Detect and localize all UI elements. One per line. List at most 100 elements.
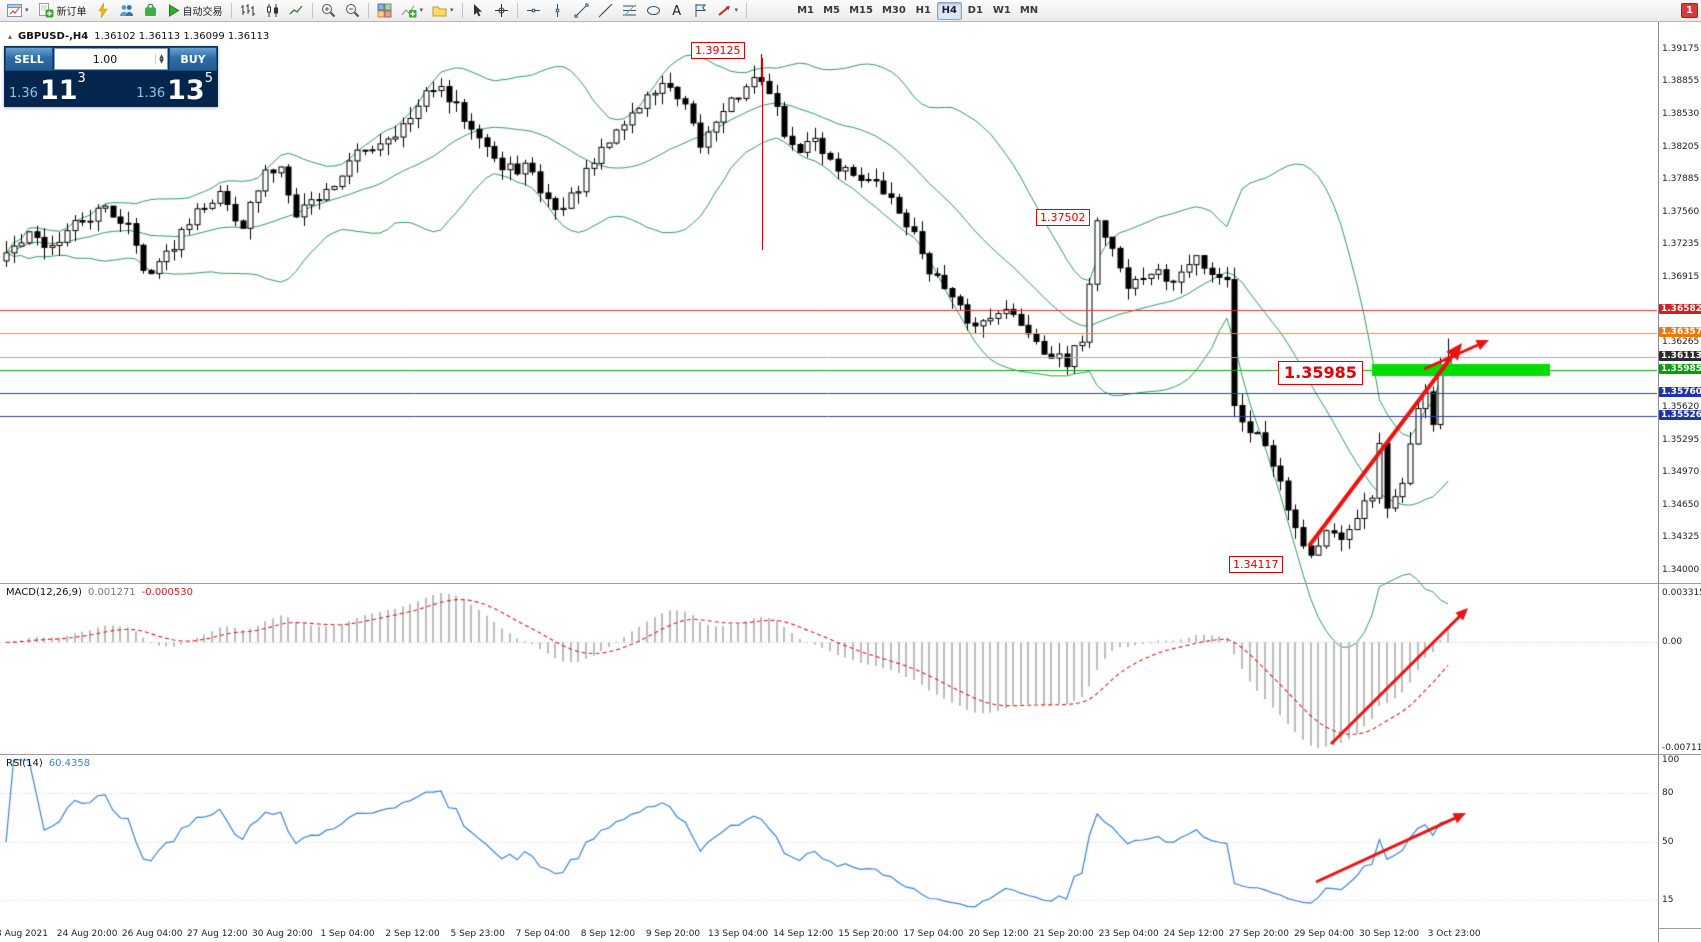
- new-order-label: 新订单: [56, 7, 87, 18]
- horizontal-line-button[interactable]: [522, 1, 545, 21]
- price-axis-label: 1.36265: [1662, 336, 1700, 347]
- timeframe-button-m5[interactable]: M5: [823, 5, 841, 16]
- volume-input[interactable]: 1.00 ▲ ▼: [54, 48, 168, 70]
- bid-price-pipette: 3: [77, 71, 86, 86]
- ask-price-pipette: 5: [204, 71, 213, 86]
- ask-price: 1.36 13 5: [111, 71, 217, 106]
- time-axis-label: 2 Sep 12:00: [385, 929, 440, 939]
- cursor-icon: [474, 4, 483, 17]
- rsi-axis-label: 15: [1662, 895, 1674, 905]
- channel-button[interactable]: [594, 1, 617, 21]
- price-flag[interactable]: 1.35985: [1278, 361, 1363, 385]
- time-axis-label: 5 Sep 23:00: [450, 929, 505, 939]
- price-flag[interactable]: 1.37502: [1036, 209, 1090, 226]
- indicators-button[interactable]: ▾: [397, 1, 428, 21]
- timeframe-button-w1[interactable]: W1: [992, 5, 1011, 16]
- zoom-in-icon: [321, 4, 335, 18]
- trendline-button[interactable]: [570, 1, 593, 21]
- timeframe-button-d1[interactable]: D1: [967, 5, 983, 16]
- chevron-down-icon: ▾: [450, 6, 454, 14]
- price-flag-anchor-line: [762, 58, 763, 250]
- timeframe-button-mn[interactable]: MN: [1019, 5, 1039, 16]
- market-button[interactable]: [139, 1, 162, 21]
- price-axis-label: 1.37560: [1662, 206, 1700, 217]
- timeframe-toolbar: M1 M5 M15 M30 H1 H4 D1 W1 MN: [793, 1, 1042, 20]
- new-chart-button[interactable]: ▾: [3, 1, 33, 21]
- volume-value: 1.00: [92, 52, 118, 66]
- new-order-button[interactable]: 新订单: [34, 1, 91, 21]
- fibonacci-icon: [622, 4, 636, 17]
- tile-windows-button[interactable]: [373, 1, 396, 21]
- chart-candles-button[interactable]: [261, 1, 284, 21]
- fibonacci-button[interactable]: [618, 1, 641, 21]
- templates-icon: [432, 6, 447, 17]
- ellipse-shape-icon: [646, 6, 660, 15]
- crosshair-button[interactable]: [490, 1, 513, 21]
- timeframe-button-h1[interactable]: H1: [915, 5, 931, 16]
- stepper-down-icon[interactable]: ▼: [159, 58, 164, 65]
- price-axis-label: 1.34000: [1662, 565, 1700, 575]
- zoom-out-icon: [345, 4, 359, 18]
- timeframe-button-h4[interactable]: H4: [936, 1, 962, 20]
- rsi-name: RSI(14): [6, 758, 43, 769]
- macd-panel-separator[interactable]: [0, 583, 1701, 584]
- timeframe-button-m15[interactable]: M15: [849, 5, 873, 16]
- price-axis-label: 1.36915: [1662, 271, 1700, 282]
- price-flag[interactable]: 1.34117: [1229, 556, 1283, 573]
- stepper-up-icon[interactable]: ▲: [159, 53, 164, 60]
- bid-price-prefix: 1.36: [9, 86, 38, 101]
- sell-button[interactable]: SELL: [5, 47, 53, 71]
- chart-line-button[interactable]: [285, 1, 308, 21]
- toolbar-separator: [746, 3, 748, 18]
- ask-price-big-digits: 13: [167, 75, 205, 106]
- macd-axis-label: 0.003315: [1662, 588, 1701, 598]
- vertical-line-button[interactable]: [546, 1, 569, 21]
- lightning-icon: [98, 3, 108, 18]
- community-button[interactable]: [115, 1, 138, 21]
- timeframe-button-m1[interactable]: M1: [797, 5, 815, 16]
- arrows-button[interactable]: ▾: [713, 1, 743, 21]
- toolbar-separator: [367, 3, 369, 18]
- price-axis-label: 1.35620: [1662, 401, 1700, 412]
- time-axis-label: 24 Sep 12:00: [1163, 929, 1224, 939]
- zoom-in-button[interactable]: [317, 1, 340, 21]
- rsi-axis-label: 50: [1662, 837, 1674, 848]
- rsi-panel-separator[interactable]: [0, 754, 1701, 755]
- time-axis-label: 30 Aug 20:00: [252, 929, 313, 939]
- label-button[interactable]: [689, 1, 712, 21]
- bid-price: 1.36 11 3: [5, 71, 111, 106]
- price-axis-label: 1.34650: [1662, 499, 1700, 510]
- notification-badge[interactable]: 1: [1681, 3, 1698, 18]
- time-axis-label: 23 Sep 04:00: [1098, 929, 1159, 939]
- channel-icon: [598, 3, 612, 18]
- text-icon: A: [672, 4, 681, 18]
- new-order-icon: [38, 3, 54, 18]
- volume-stepper[interactable]: ▲ ▼: [155, 53, 167, 65]
- rsi-value: 60.4358: [48, 758, 91, 769]
- chart-bars-button[interactable]: [236, 1, 260, 21]
- text-button[interactable]: A: [666, 1, 688, 21]
- price-level-tag: 1.36582: [1659, 304, 1701, 315]
- chevron-down-icon: ▾: [25, 6, 29, 14]
- zoom-out-button[interactable]: [341, 1, 364, 21]
- price-axis[interactable]: 1.39175 1.38855 1.38530 1.38205 1.37885 1.375…: [1658, 22, 1701, 942]
- mql5-button[interactable]: [92, 1, 114, 21]
- templates-button[interactable]: ▾: [428, 1, 458, 21]
- time-axis-label: 26 Aug 04:00: [121, 929, 183, 939]
- toolbar-separator: [461, 3, 463, 18]
- cursor-button[interactable]: [467, 1, 489, 21]
- rsi-header: RSI(14) 60.4358: [6, 758, 90, 769]
- auto-trading-button[interactable]: 自动交易: [163, 1, 227, 21]
- time-axis[interactable]: 3 Aug 2021 24 Aug 20:00 26 Aug 04:00 27 Aug…: [0, 928, 1658, 942]
- shapes-button[interactable]: [642, 1, 665, 21]
- price-flag[interactable]: 1.39125: [691, 42, 745, 59]
- price-axis-label: 1.38855: [1662, 76, 1700, 87]
- price-level-tag: 1.35526: [1659, 410, 1701, 421]
- buy-button[interactable]: BUY: [169, 47, 217, 71]
- time-axis-label: 7 Sep 04:00: [515, 929, 570, 939]
- vertical-line-icon: [555, 4, 559, 17]
- timeframe-button-m30[interactable]: M30: [881, 5, 906, 16]
- time-axis-label: 3 Oct 23:00: [1427, 929, 1481, 939]
